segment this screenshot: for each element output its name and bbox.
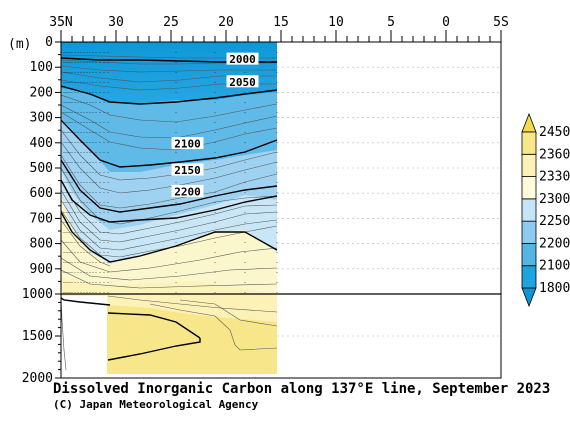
x-tick-label: 5 bbox=[387, 15, 395, 30]
x-tick-label: 20 bbox=[218, 15, 234, 30]
deep-gap bbox=[64, 296, 107, 378]
colorbar-label: 2330 bbox=[539, 170, 570, 185]
colorbar-label: 2100 bbox=[539, 259, 570, 274]
y-tick-label: 800 bbox=[30, 237, 53, 252]
x-tick-label: 0 bbox=[442, 15, 450, 30]
colorbar-swatch bbox=[521, 243, 537, 267]
y-tick-label: 0 bbox=[45, 35, 53, 50]
colorbar-swatch bbox=[521, 265, 537, 289]
y-tick-label: 400 bbox=[30, 136, 53, 151]
contour-label: 2150 bbox=[174, 164, 201, 177]
x-tick-label: 5S bbox=[493, 15, 509, 30]
y-axis-labels: 0 100 200 300 400 500 600 700 800 900 1000 1500 2000 bbox=[22, 35, 53, 386]
contour-label-bg bbox=[226, 75, 259, 88]
y-tick-label: 900 bbox=[30, 262, 53, 277]
gridlines bbox=[277, 66, 501, 337]
y-tick-label: 1000 bbox=[22, 287, 53, 302]
colorbar-label: 2360 bbox=[539, 147, 570, 162]
colorbar-swatch bbox=[521, 153, 537, 177]
top-axis-ticks bbox=[60, 30, 502, 42]
colorbar-label: 2200 bbox=[539, 236, 570, 251]
colorbar-swatch bbox=[521, 176, 537, 200]
contour-label-bg bbox=[171, 163, 204, 176]
contour-labels: 2000 2050 2100 2150 2200 bbox=[171, 52, 259, 198]
colorbar-label: 2450 bbox=[539, 125, 570, 140]
top-axis-labels: 35N 30 25 20 15 10 5 0 5S bbox=[49, 15, 509, 30]
y-axis-ticks bbox=[55, 41, 61, 379]
y-axis-unit: (m) bbox=[8, 37, 31, 52]
x-tick-label: 10 bbox=[328, 15, 344, 30]
chart-title: Dissolved Inorganic Carbon along 137°E l… bbox=[53, 381, 550, 397]
colorbar-under bbox=[521, 287, 537, 308]
y-tick-label: 100 bbox=[30, 60, 53, 75]
contours-thin bbox=[61, 54, 278, 371]
colorbar-swatch bbox=[521, 131, 537, 155]
contour-label: 2200 bbox=[174, 185, 201, 198]
y-tick-label: 200 bbox=[30, 85, 53, 100]
contour-label: 2100 bbox=[174, 138, 201, 151]
x-tick-label: 35N bbox=[49, 15, 72, 30]
contour-label: 2050 bbox=[229, 76, 256, 89]
y-tick-label: 500 bbox=[30, 161, 53, 176]
band-2300 bbox=[61, 178, 277, 294]
colorbar-label: 2250 bbox=[539, 214, 570, 229]
contour-label-bg bbox=[226, 52, 259, 65]
y-tick-label: 1500 bbox=[22, 329, 53, 344]
colorbar-swatch bbox=[521, 220, 537, 244]
x-tick-label: 15 bbox=[273, 15, 289, 30]
contour-label-bg bbox=[171, 137, 204, 150]
x-tick-label: 30 bbox=[108, 15, 124, 30]
contours-thick bbox=[61, 57, 278, 361]
contour-label: 2000 bbox=[229, 53, 256, 66]
y-tick-label: 600 bbox=[30, 186, 53, 201]
y-tick-label: 700 bbox=[30, 211, 53, 226]
colorbar: 1800 2100 2200 2250 2300 2330 2360 2450 bbox=[521, 112, 570, 308]
colorbar-over bbox=[521, 112, 537, 133]
colorbar-label: 2300 bbox=[539, 192, 570, 207]
credit-text: (C) Japan Meteorological Agency bbox=[53, 398, 259, 411]
y-tick-label: 300 bbox=[30, 111, 53, 126]
contour-label-bg bbox=[171, 184, 204, 197]
dic-field bbox=[61, 42, 278, 378]
x-tick-label: 25 bbox=[163, 15, 179, 30]
y-tick-label: 2000 bbox=[22, 371, 53, 386]
colorbar-label: 1800 bbox=[539, 281, 570, 296]
colorbar-swatch bbox=[521, 198, 537, 222]
